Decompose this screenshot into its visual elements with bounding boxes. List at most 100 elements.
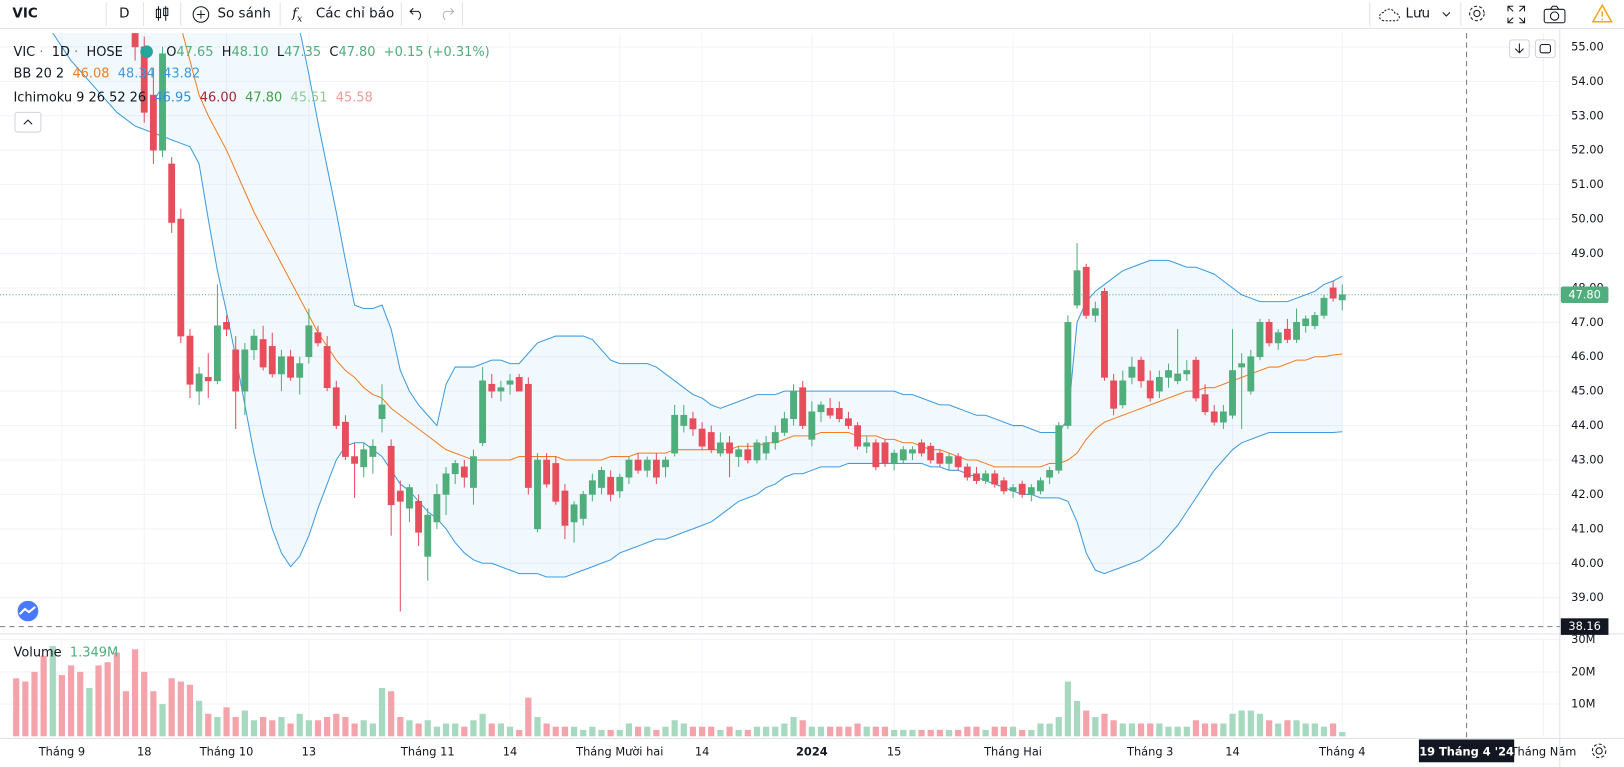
volume-bar: [698, 726, 706, 737]
volume-bar: [1311, 723, 1318, 737]
candle-body: [159, 53, 166, 151]
volume-bar: [827, 726, 834, 737]
volume-bar: [1119, 723, 1126, 737]
candle-body: [186, 335, 194, 385]
candle-body: [1009, 487, 1017, 492]
y-tick-label: 40.00: [1571, 556, 1604, 570]
maximize-pane-button[interactable]: [1534, 39, 1556, 58]
candle-body: [625, 459, 633, 478]
volume-bar: [77, 671, 84, 737]
volume-bar: [305, 720, 312, 737]
x-tick-label: Tháng Năm: [1510, 744, 1577, 758]
volume-bar: [95, 665, 102, 737]
x-tick-label: 14: [1225, 744, 1239, 758]
legend-h-label: H: [221, 43, 232, 60]
separator: [461, 2, 463, 26]
volume-bar: [836, 726, 843, 737]
volume-bar: [506, 726, 514, 737]
volume-bar: [1101, 713, 1108, 737]
volume-bars: [13, 646, 1346, 737]
candle-body: [195, 373, 203, 392]
legend-o-value: 47.65: [176, 43, 214, 60]
candle-body: [817, 404, 825, 413]
save-menu[interactable]: [1442, 11, 1451, 39]
candle-body: [1256, 321, 1264, 358]
interval-button[interactable]: D: [119, 6, 130, 22]
volume-bar: [717, 729, 724, 737]
candle-body: [424, 514, 432, 557]
volume-bar: [543, 723, 550, 737]
volume-bar: [616, 729, 623, 737]
candle-body: [250, 335, 258, 351]
volume-bar: [1238, 710, 1245, 737]
candle-body: [332, 387, 340, 426]
volume-bar: [881, 726, 889, 737]
volume-bar: [781, 723, 788, 737]
volume-bar: [589, 726, 596, 737]
legend-symbol: VIC: [13, 43, 36, 60]
scroll-down-button[interactable]: [1509, 39, 1530, 58]
fullscreen-button[interactable]: [1507, 5, 1526, 33]
axis-settings-button[interactable]: [1590, 742, 1609, 761]
volume-bar: [1339, 732, 1346, 737]
volume-bar: [122, 691, 130, 737]
y-tick-label: 42.00: [1571, 487, 1604, 501]
volume-bar: [1073, 700, 1081, 737]
candle-body: [259, 339, 267, 368]
ichimoku-lagging: 47.80: [245, 89, 283, 105]
candle-body: [652, 459, 660, 478]
volume-bar: [342, 717, 349, 737]
volume-bar: [653, 729, 660, 737]
collapse-legend-button[interactable]: [14, 111, 42, 133]
candle-body: [1329, 287, 1337, 299]
legend-main: VIC · 1D · HOSE ● O47.65 H48.10 L47.35 C47…: [13, 40, 490, 61]
redo-button[interactable]: [438, 6, 455, 34]
crosshair-price-tag: [1560, 618, 1609, 635]
candle-body: [168, 163, 176, 223]
candle-body: [268, 346, 276, 375]
candle-body: [1183, 370, 1191, 375]
candle-body: [1229, 370, 1236, 416]
symbol-search[interactable]: VIC: [12, 6, 38, 22]
volume-bar: [726, 726, 733, 737]
compare-button[interactable]: So sánh: [217, 6, 271, 22]
volume-bar: [799, 720, 806, 737]
candle-body: [1174, 373, 1182, 382]
candle-body: [296, 363, 304, 378]
y-tick-label: 44.00: [1571, 418, 1604, 432]
volume-bar: [1174, 726, 1181, 737]
last-price-label: 47.80: [1568, 287, 1601, 301]
undo-button[interactable]: [409, 6, 426, 34]
indicators-button[interactable]: Các chỉ báo: [315, 6, 395, 22]
volume-bar: [351, 723, 358, 737]
volume-bar: [232, 717, 239, 737]
y-tick-label: 49.00: [1571, 246, 1604, 260]
warning-icon[interactable]: [1591, 4, 1613, 32]
candle-body: [241, 349, 249, 392]
candle-body: [1247, 356, 1255, 392]
settings-button[interactable]: [1467, 3, 1488, 31]
candle-body: [204, 377, 212, 382]
y-tick-label: 41.00: [1571, 521, 1604, 535]
chart-type-button[interactable]: [153, 4, 172, 32]
snapshot-button[interactable]: [1543, 5, 1566, 33]
volume-bar: [918, 729, 925, 737]
candle-body: [1210, 411, 1218, 423]
legend-c-label: C: [329, 43, 339, 60]
candle-body: [854, 425, 861, 447]
volume-bar: [214, 717, 221, 737]
volume-bar: [891, 729, 898, 737]
candle-body: [1027, 487, 1035, 495]
candle-body: [973, 473, 980, 481]
candle-body: [1110, 380, 1118, 409]
volume-bar: [104, 662, 111, 737]
volume-bar: [1092, 717, 1099, 737]
candle-body: [863, 442, 871, 447]
volume-bar: [552, 726, 559, 737]
save-button[interactable]: Lưu: [1405, 6, 1431, 22]
volume-bar: [296, 713, 303, 737]
candle-body: [314, 332, 322, 344]
legend-ichimoku: Ichimoku 9 26 52 26 46.95 46.00 47.80 45…: [13, 89, 377, 105]
volume-bar: [1275, 723, 1282, 737]
